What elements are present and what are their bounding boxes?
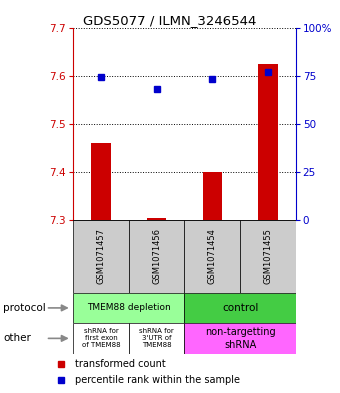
Text: GSM1071455: GSM1071455 [264, 228, 272, 285]
Text: percentile rank within the sample: percentile rank within the sample [75, 375, 240, 385]
Bar [240, 220, 296, 293]
Text: other: other [3, 333, 31, 343]
Bar [129, 220, 185, 293]
Text: GSM1071454: GSM1071454 [208, 228, 217, 285]
Text: non-targetting
shRNA: non-targetting shRNA [205, 327, 275, 349]
Text: TMEM88 depletion: TMEM88 depletion [87, 303, 171, 312]
Bar [73, 293, 184, 323]
Bar [184, 323, 296, 354]
Bar [147, 218, 166, 220]
Text: protocol: protocol [3, 303, 46, 313]
Text: shRNA for
3'UTR of
TMEM88: shRNA for 3'UTR of TMEM88 [139, 329, 174, 348]
Text: shRNA for
first exon
of TMEM88: shRNA for first exon of TMEM88 [82, 329, 120, 348]
Text: GSM1071457: GSM1071457 [97, 228, 105, 285]
Text: GDS5077 / ILMN_3246544: GDS5077 / ILMN_3246544 [83, 14, 257, 27]
Bar [258, 64, 278, 220]
Bar [203, 172, 222, 220]
Bar [184, 293, 296, 323]
Text: GSM1071456: GSM1071456 [152, 228, 161, 285]
Text: control: control [222, 303, 258, 313]
Bar [91, 143, 111, 220]
Bar [129, 323, 185, 354]
Bar [73, 220, 129, 293]
Text: transformed count: transformed count [75, 358, 166, 369]
Bar [73, 323, 129, 354]
Bar [184, 220, 240, 293]
